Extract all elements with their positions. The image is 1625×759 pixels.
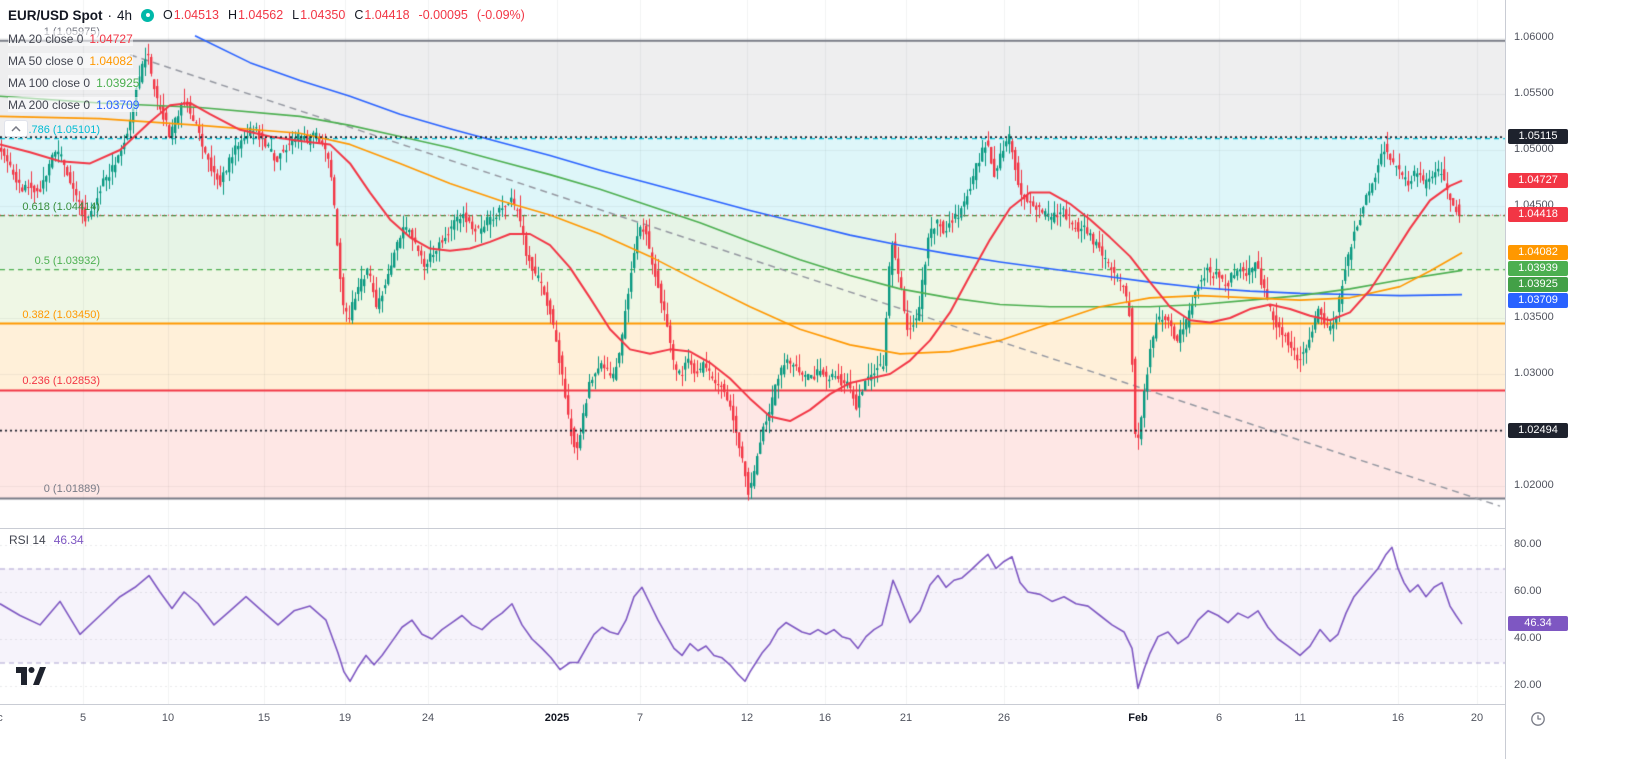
- ma-label: MA 20 close 0: [8, 31, 84, 46]
- ma-legend-row[interactable]: MA 100 close 0 1.03925: [8, 75, 140, 90]
- rsi-badge: 46.34: [1508, 616, 1568, 632]
- price-tick: 1.03000: [1514, 367, 1554, 379]
- time-axis-divider: [0, 704, 1625, 705]
- time-label: 2025: [544, 712, 570, 724]
- ma-value: 1.03925: [96, 75, 140, 90]
- ma-legend-row[interactable]: MA 50 close 0 1.04082: [8, 53, 133, 68]
- ma-value: 1.04082: [89, 53, 133, 68]
- price-badge: 1.03939: [1508, 260, 1568, 276]
- pane-divider[interactable]: [0, 528, 1625, 529]
- low-value: 1.04350: [300, 8, 346, 22]
- price-badge: 1.05115: [1508, 129, 1568, 145]
- time-label: 16: [1391, 712, 1405, 724]
- time-label: 20: [1470, 712, 1484, 724]
- close-label: C: [354, 8, 364, 22]
- time-label: 19: [338, 712, 352, 724]
- symbol-title[interactable]: EUR/USD Spot: [8, 7, 103, 23]
- legend-collapse-button[interactable]: [4, 120, 28, 137]
- time-label: 11: [1294, 712, 1306, 724]
- price-badge: 1.04082: [1508, 244, 1568, 260]
- ma-label: MA 100 close 0: [8, 75, 91, 90]
- ma-legend-row[interactable]: MA 20 close 0 1.04727: [8, 31, 133, 46]
- ma-legend: MA 20 close 0 1.04727 MA 50 close 0 1.04082…: [8, 31, 525, 112]
- time-label: 12: [740, 712, 754, 724]
- price-badge: 1.04727: [1508, 172, 1568, 188]
- time-label: 7: [636, 712, 644, 724]
- rsi-tick: 80.00: [1514, 538, 1542, 550]
- time-label: 24: [421, 712, 435, 724]
- price-badge: 1.03709: [1508, 292, 1568, 308]
- ma-label: MA 200 close 0: [8, 97, 91, 112]
- time-label: Feb: [1128, 712, 1148, 724]
- price-badge: 1.02494: [1508, 422, 1568, 438]
- rsi-label: RSI 14: [9, 533, 46, 547]
- time-label: 16: [818, 712, 832, 724]
- rsi-legend-row[interactable]: RSI 14 46.34: [9, 533, 84, 547]
- rsi-tick: 20.00: [1514, 679, 1542, 691]
- title-separator: ·: [107, 7, 113, 23]
- time-label: 10: [161, 712, 175, 724]
- price-pane-chart[interactable]: [0, 0, 1505, 528]
- timezone-clock-icon[interactable]: [1530, 711, 1546, 727]
- price-tick: 1.05500: [1514, 87, 1554, 99]
- time-label: 6: [1215, 712, 1223, 724]
- price-tick: 1.05000: [1514, 143, 1554, 155]
- time-label: 5: [79, 712, 87, 724]
- open-label: O: [163, 8, 173, 22]
- interval-label[interactable]: 4h: [117, 7, 133, 23]
- high-value: 1.04562: [237, 8, 284, 22]
- time-label: 21: [899, 712, 913, 724]
- chart-legend: EUR/USD Spot · 4h O 1.04513 H 1.04562 L 1.0…: [8, 6, 525, 112]
- time-label: 26: [997, 712, 1011, 724]
- ma-value: 1.04727: [89, 31, 133, 46]
- ma-label: MA 50 close 0: [8, 53, 84, 68]
- price-axis[interactable]: 1.06000 1.05500 1.05000 1.04500 1.03500 1.030…: [1505, 0, 1625, 759]
- tradingview-logo-icon: [16, 667, 46, 685]
- ma-value: 1.03709: [96, 97, 140, 112]
- rsi-tick: 40.00: [1514, 632, 1542, 644]
- price-tick: 1.03500: [1514, 311, 1554, 323]
- rsi-value: 46.34: [53, 533, 84, 547]
- rsi-pane-chart[interactable]: [0, 528, 1505, 704]
- close-value: 1.04418: [364, 8, 410, 22]
- rsi-tick: 60.00: [1514, 585, 1542, 597]
- price-tick: 1.02000: [1514, 479, 1554, 491]
- low-label: L: [292, 8, 300, 22]
- change-percent: (-0.09%): [476, 8, 525, 22]
- open-value: 1.04513: [173, 8, 219, 22]
- chevron-up-icon: [11, 125, 21, 132]
- symbol-legend-row[interactable]: EUR/USD Spot · 4h O 1.04513 H 1.04562 L 1.0…: [8, 6, 525, 24]
- status-dot-icon: [141, 8, 155, 22]
- price-badge: 1.04418: [1508, 207, 1568, 223]
- time-label: Dec: [0, 712, 3, 724]
- price-badge: 1.03925: [1508, 276, 1568, 292]
- time-label: 15: [257, 712, 271, 724]
- tradingview-logo[interactable]: [14, 664, 48, 688]
- high-label: H: [227, 8, 237, 22]
- price-tick: 1.06000: [1514, 31, 1554, 43]
- change-value: -0.00095: [418, 8, 468, 22]
- time-axis[interactable]: Dec 5 10 15 19 24 2025 7 12 16 21 26 Feb 6 11 16 20: [0, 705, 1505, 759]
- ma-legend-row[interactable]: MA 200 close 0 1.03709: [8, 97, 140, 112]
- ohlc-values: O 1.04513 H 1.04562 L 1.04350 C 1.04418 -0.0…: [163, 8, 525, 22]
